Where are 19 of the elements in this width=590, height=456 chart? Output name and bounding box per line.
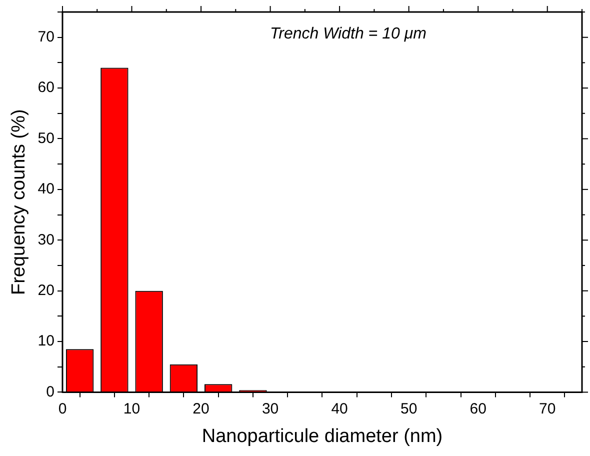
annotation: Trench Width = 10 μm [270,25,426,42]
x-tick-label: 30 [262,400,279,418]
x-tick-label: 50 [400,400,418,418]
y-tick-label: 10 [38,332,54,350]
x-tick-label: 20 [192,400,210,418]
y-tick-label: 30 [38,231,54,248]
x-axis-title: Nanoparticule diameter (nm) [202,426,443,447]
y-tick-label: 50 [38,130,54,147]
y-tick-label: 40 [38,180,54,198]
x-tick-label: 0 [58,400,67,418]
y-tick-label: 0 [46,383,54,400]
x-tick-label: 60 [470,400,486,418]
y-tick-label: 60 [38,79,54,96]
y-tick-label: 70 [38,28,54,46]
y-tick-label: 20 [38,282,54,299]
x-tick-label: 40 [331,400,348,418]
y-axis-title: Frequency counts (%) [8,109,30,296]
x-tick-label: 10 [123,400,140,418]
x-tick-label: 70 [539,400,556,418]
